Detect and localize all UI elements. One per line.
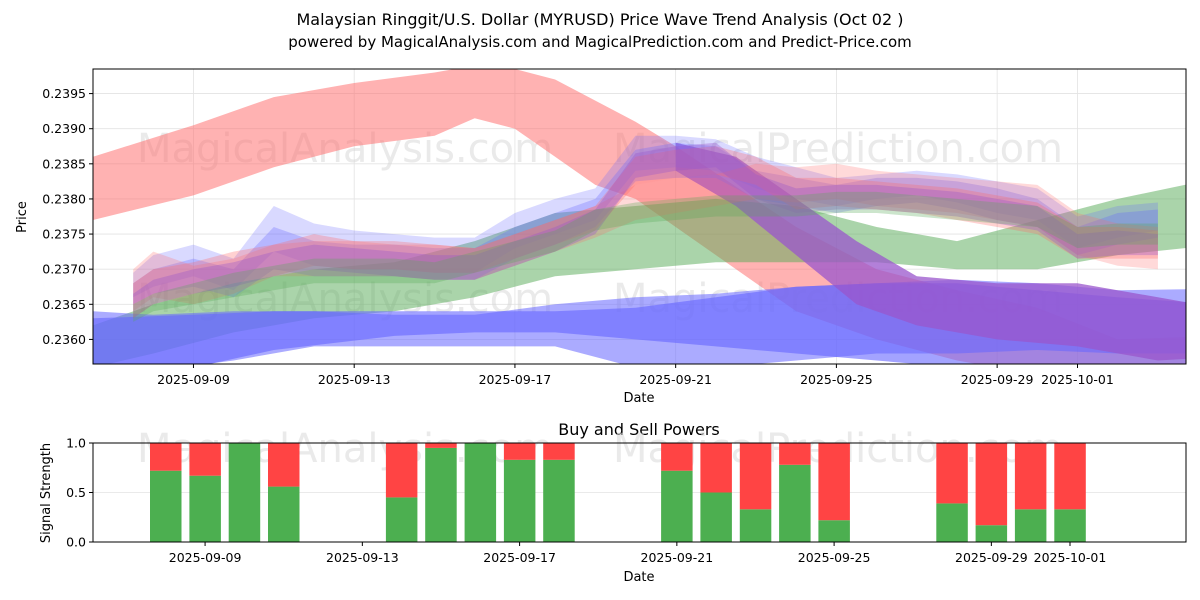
buy-bar xyxy=(543,459,575,542)
chart-subtitle: powered by MagicalAnalysis.com and Magic… xyxy=(288,33,912,51)
price-x-tick-label: 2025-09-13 xyxy=(318,372,391,387)
power-x-ticks: 2025-09-09 2025-09-13 2025-09-17 2025-09-21… xyxy=(169,542,1107,565)
buy-bar xyxy=(503,459,536,542)
buy-bar xyxy=(975,525,1008,542)
buy-bar xyxy=(1014,509,1047,542)
power-x-label: Date xyxy=(623,570,654,585)
sell-bar xyxy=(385,443,418,498)
price-x-tick-label: 2025-09-17 xyxy=(479,372,552,387)
power-chart-title: Buy and Sell Powers xyxy=(558,420,720,439)
power-x-tick-label: 2025-09-21 xyxy=(641,550,714,565)
sell-bar xyxy=(739,443,772,510)
price-y-tick-label: 0.2365 xyxy=(42,297,86,312)
sell-bar xyxy=(503,443,536,460)
price-x-label: Date xyxy=(623,391,654,406)
buy-bar xyxy=(464,443,497,542)
buy-bar xyxy=(425,447,457,542)
buy-bar xyxy=(661,470,693,542)
sell-bar xyxy=(425,443,457,448)
price-plot-frame xyxy=(92,68,1187,365)
power-y-tick-label: 0.0 xyxy=(66,535,86,550)
power-bars xyxy=(150,443,1086,542)
price-x-tick-label: 2025-10-01 xyxy=(1041,372,1114,387)
price-x-ticks: 2025-09-09 2025-09-13 2025-09-17 2025-09-21… xyxy=(157,364,1114,387)
sell-bar xyxy=(150,443,182,471)
power-y-tick-label: 1.0 xyxy=(66,436,86,451)
power-x-tick-label: 2025-09-09 xyxy=(169,550,242,565)
price-band-olive-short-wave xyxy=(133,191,1158,322)
sell-bar xyxy=(189,443,221,476)
price-x-tick-label: 2025-09-21 xyxy=(639,372,712,387)
price-x-tick-label: 2025-09-29 xyxy=(961,372,1034,387)
buy-bar xyxy=(818,520,850,542)
buy-bar xyxy=(189,475,221,542)
price-y-label: Price xyxy=(15,201,30,233)
price-y-tick-label: 0.2360 xyxy=(42,332,86,347)
power-x-tick-label: 2025-09-29 xyxy=(955,550,1028,565)
sell-bar xyxy=(818,443,850,521)
buy-bar xyxy=(936,503,968,542)
price-bands xyxy=(93,69,1186,364)
buy-bar xyxy=(150,470,182,542)
power-x-tick-label: 2025-09-13 xyxy=(326,550,399,565)
price-band-red-short-wave-a xyxy=(133,163,1158,312)
buy-bar xyxy=(739,509,772,542)
price-band-purple-descending-wave xyxy=(675,142,1186,361)
sell-bar xyxy=(779,443,811,465)
buy-bar xyxy=(228,443,261,542)
price-x-tick-label: 2025-09-09 xyxy=(157,372,230,387)
sell-bar xyxy=(975,443,1008,526)
buy-bar xyxy=(385,497,418,542)
price-band-green-wave xyxy=(93,184,1186,364)
power-y-label: Signal Strength xyxy=(39,443,54,543)
price-y-ticks: 0.2360 0.2365 0.2370 0.2375 0.2380 0.2385 0.23… xyxy=(42,86,93,347)
sell-bar xyxy=(700,443,732,493)
sell-bar xyxy=(661,443,693,471)
power-x-tick-label: 2025-09-17 xyxy=(483,550,556,565)
buy-bar xyxy=(1054,509,1086,542)
chart-title: Malaysian Ringgit/U.S. Dollar (MYRUSD) P… xyxy=(297,10,904,29)
price-band-mixed-short-wave xyxy=(133,142,1158,319)
sell-bar xyxy=(936,443,968,504)
buy-bar xyxy=(268,486,300,542)
price-y-tick-label: 0.2395 xyxy=(42,86,86,101)
power-y-ticks: 0.0 0.5 1.0 xyxy=(66,436,93,550)
price-y-tick-label: 0.2375 xyxy=(42,227,86,242)
power-y-tick-label: 0.5 xyxy=(66,485,86,500)
price-y-tick-label: 0.2385 xyxy=(42,156,86,171)
price-x-tick-label: 2025-09-25 xyxy=(800,372,873,387)
power-x-tick-label: 2025-09-25 xyxy=(798,550,871,565)
sell-bar xyxy=(1054,443,1086,510)
buy-bar xyxy=(700,492,732,542)
sell-bar xyxy=(268,443,300,487)
price-band-blue-short-wave-a xyxy=(133,135,1158,298)
power-x-tick-label: 2025-10-01 xyxy=(1034,550,1107,565)
price-y-tick-label: 0.2390 xyxy=(42,121,86,136)
sell-bar xyxy=(1014,443,1047,510)
buy-bar xyxy=(779,464,811,542)
price-band-red-short-wave-b xyxy=(133,146,1158,319)
price-y-tick-label: 0.2380 xyxy=(42,191,86,206)
price-y-tick-label: 0.2370 xyxy=(42,262,86,277)
price-band-blue-short-wave-b xyxy=(133,142,1158,305)
sell-bar xyxy=(543,443,575,460)
